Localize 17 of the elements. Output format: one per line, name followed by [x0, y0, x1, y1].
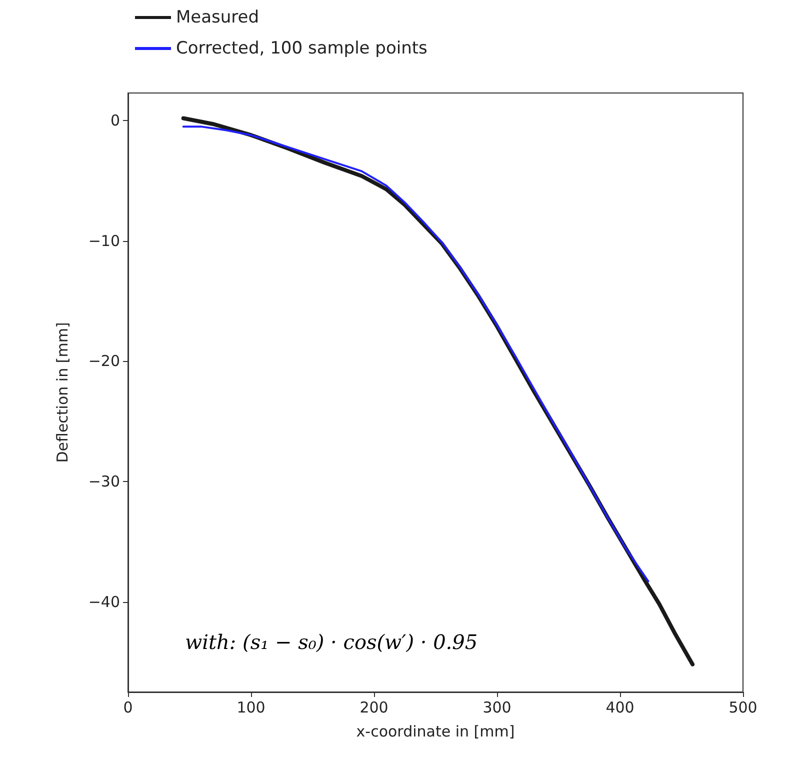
x-axis-title: x-coordinate in [mm]	[356, 722, 515, 740]
y-axis-title: Deflection in [mm]	[54, 322, 72, 463]
annotation: with: (s₁ − s₀) · cos(w′) · 0.95	[185, 630, 478, 654]
x-tick-label: 0	[123, 698, 133, 716]
y-tick-label: −20	[88, 352, 120, 370]
line-series	[182, 126, 650, 582]
legend-label: Measured	[176, 8, 260, 28]
y-tick-label: 0	[110, 112, 120, 130]
legend-label: Corrected, 100 sample points	[176, 38, 428, 58]
x-tick-label: 500	[728, 698, 758, 716]
x-tick-label: 200	[360, 698, 388, 716]
y-tick-label: −40	[88, 592, 120, 611]
y-tick-label: −10	[88, 232, 120, 250]
y-tick-label: −30	[88, 472, 120, 491]
x-tick-label: 400	[606, 698, 634, 716]
x-tick-label: 100	[236, 698, 266, 716]
x-tick-label: 300	[482, 698, 512, 716]
